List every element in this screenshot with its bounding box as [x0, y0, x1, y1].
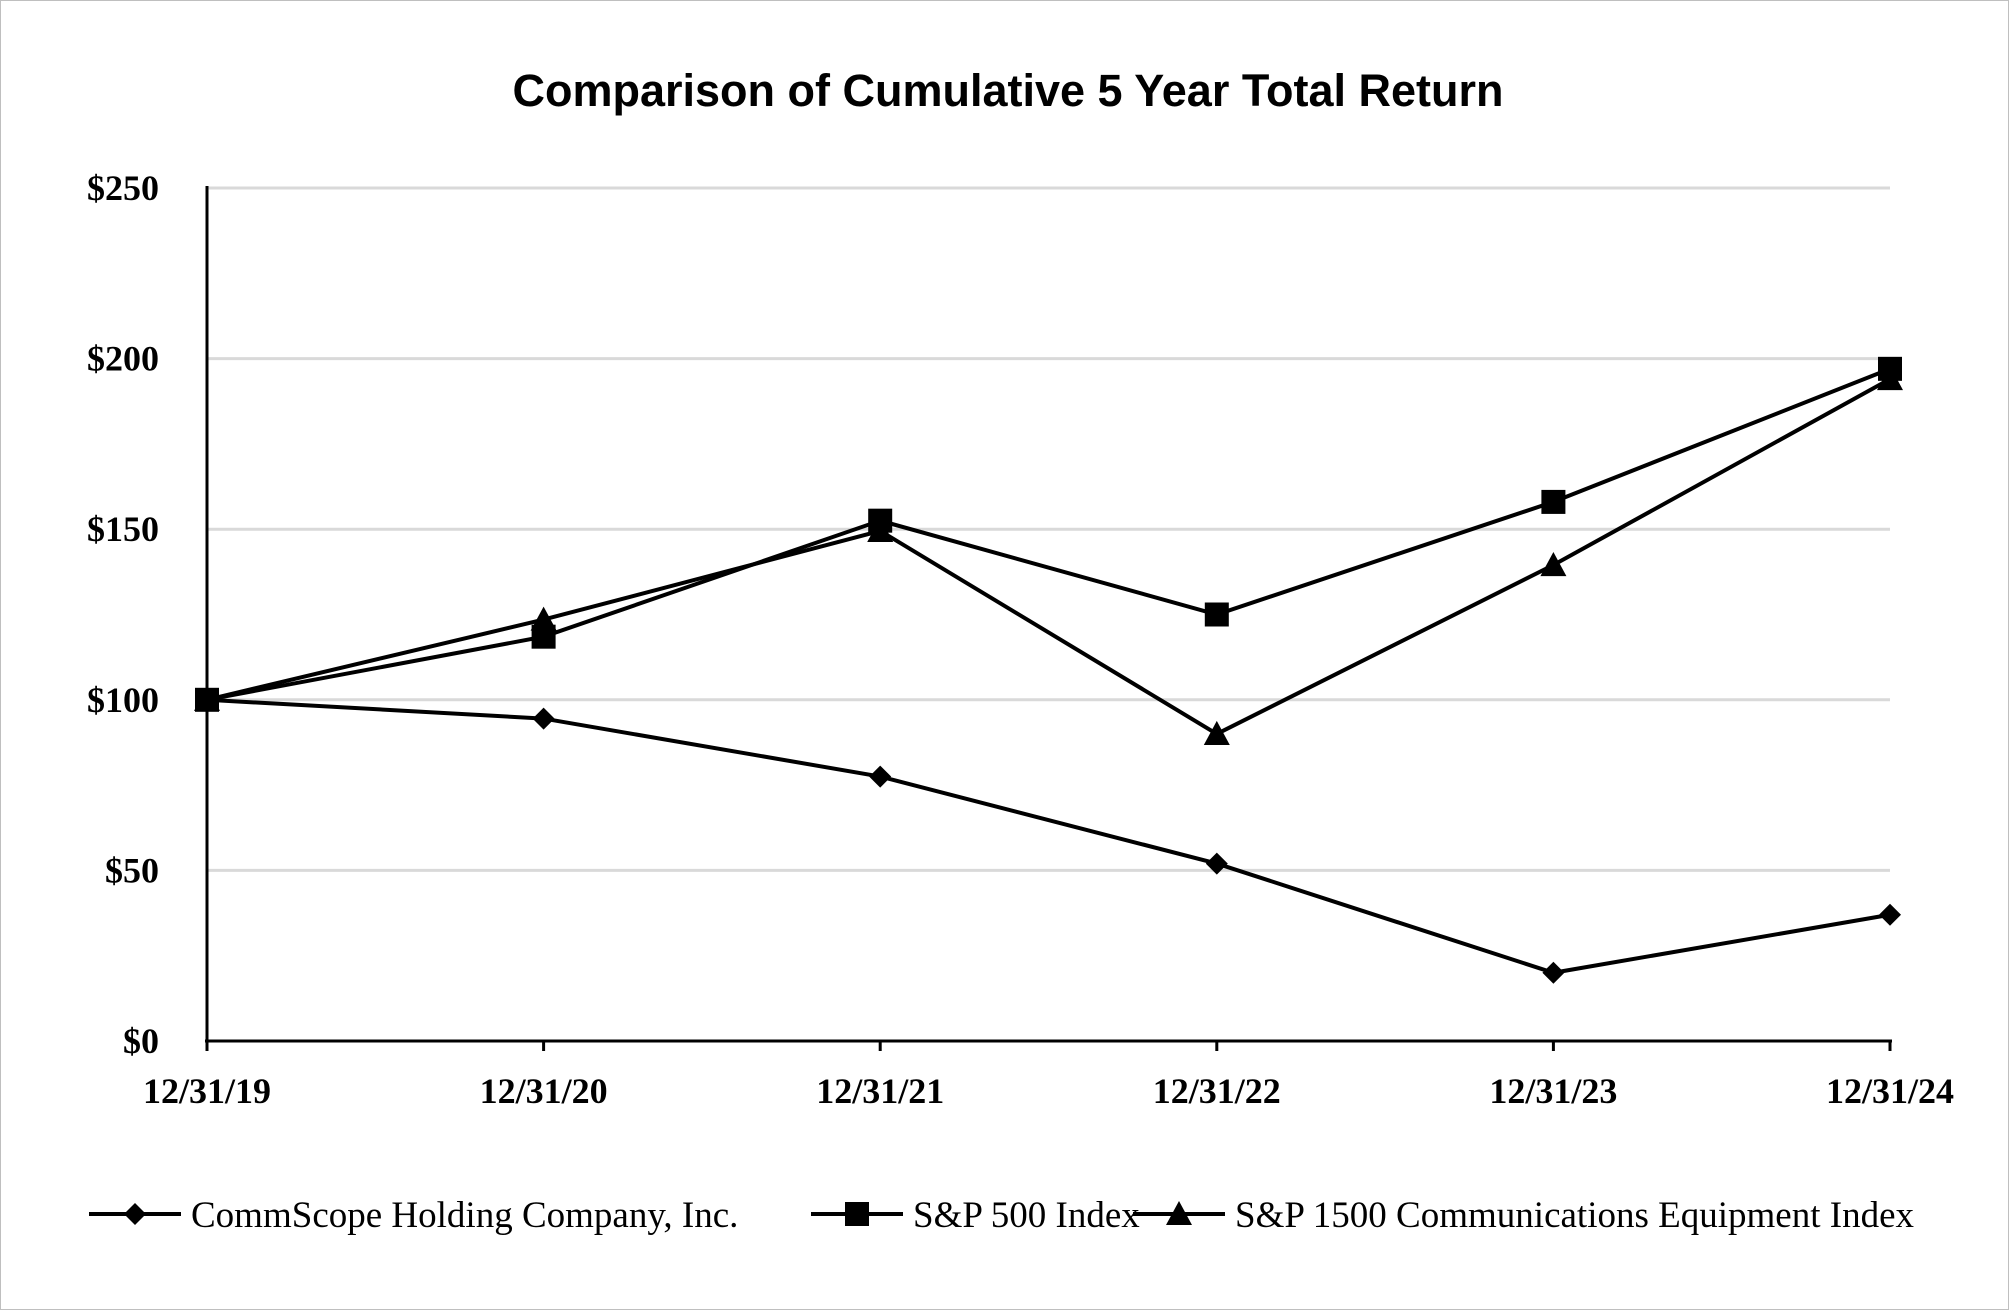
series-line: [206, 377, 1891, 737]
data-point-diamond: [1879, 903, 1901, 926]
data-point-triangle: [1203, 720, 1230, 745]
series-lines: [194, 356, 1903, 984]
data-point-triangle: [530, 606, 557, 631]
data-point-diamond: [869, 765, 892, 788]
legend-marker-triangle: [1166, 1201, 1192, 1226]
legend-item: S&P 500 Index: [811, 1195, 1140, 1236]
axes: [205, 186, 1892, 1051]
data-point-triangle: [1540, 552, 1567, 577]
x-tick-label: 12/31/23: [1489, 1071, 1617, 1111]
data-point-square: [1541, 489, 1566, 514]
legend-label: CommScope Holding Company, Inc.: [191, 1195, 738, 1236]
x-tick-label: 12/31/24: [1826, 1071, 1954, 1111]
data-point-square: [1204, 602, 1229, 627]
x-tick-labels: 12/31/19 12/31/20 12/31/21 12/31/22 12/31/23…: [143, 1071, 1954, 1111]
series-diamond: [196, 688, 1901, 984]
x-tick-label: 12/31/20: [480, 1071, 608, 1111]
data-point-diamond: [1205, 852, 1228, 875]
data-point-diamond: [1542, 961, 1565, 984]
gridlines: [207, 186, 1890, 872]
y-tick-label: $100: [87, 680, 159, 720]
legend-marker-square: [845, 1202, 869, 1226]
series-line: [206, 366, 1891, 702]
data-point-diamond: [532, 707, 555, 730]
data-point-triangle: [1877, 366, 1903, 391]
series-triangle: [194, 366, 1903, 745]
legend-marker-diamond: [124, 1203, 146, 1225]
legend-item: S&P 1500 Communications Equipment Index: [1133, 1195, 1914, 1236]
legend-item: CommScope Holding Company, Inc.: [89, 1195, 738, 1236]
y-tick-label: $250: [87, 168, 159, 208]
data-point-triangle: [194, 686, 220, 711]
series-line: [206, 697, 1891, 975]
y-tick-labels: $0 $50 $100 $150 $200 $250: [87, 168, 159, 1061]
series-square: [195, 356, 1902, 712]
y-tick-label: $150: [87, 509, 159, 549]
y-tick-label: $50: [105, 850, 159, 890]
legend-label: S&P 500 Index: [913, 1195, 1140, 1236]
x-tick-label: 12/31/22: [1153, 1071, 1281, 1111]
chart-title: Comparison of Cumulative 5 Year Total Re…: [512, 65, 1503, 116]
y-tick-label: $200: [87, 339, 159, 379]
legend-label: S&P 1500 Communications Equipment Index: [1235, 1195, 1914, 1236]
data-point-triangle: [867, 517, 894, 542]
x-tick-label: 12/31/19: [143, 1071, 271, 1111]
x-tick-label: 12/31/21: [816, 1071, 944, 1111]
y-tick-label: $0: [123, 1021, 159, 1061]
legend: CommScope Holding Company, Inc. S&P 500 I…: [89, 1195, 1914, 1236]
